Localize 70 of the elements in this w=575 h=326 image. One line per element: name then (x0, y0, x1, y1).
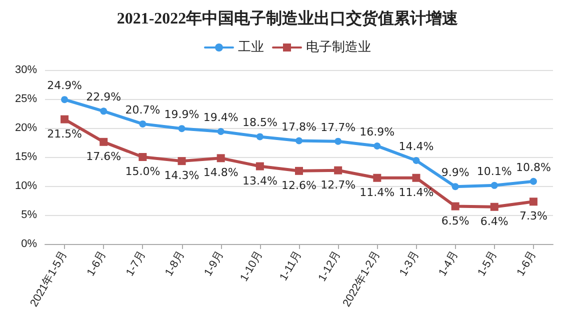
y-tick-label: 20% (14, 122, 38, 134)
x-tick-label: 1-4月 (436, 249, 461, 278)
point (529, 198, 538, 206)
y-tick-label: 25% (14, 93, 38, 105)
y-tick-label: 30% (14, 64, 38, 76)
point (61, 96, 68, 104)
point (139, 120, 146, 128)
point (138, 153, 147, 161)
y-tick-label: 15% (14, 151, 38, 163)
x-tick-label: 1-5月 (476, 249, 500, 278)
point (217, 128, 224, 135)
data-label: 11.4% (360, 186, 395, 199)
data-label: 9.9% (441, 166, 470, 180)
data-label: 14.8% (203, 166, 238, 180)
point (60, 115, 69, 124)
data-label: 11.4% (398, 186, 434, 199)
data-label: 19.9% (164, 108, 200, 122)
point (374, 142, 381, 150)
data-label: 17.8% (282, 120, 316, 134)
data-label: 10.1% (476, 164, 512, 178)
point (334, 166, 342, 174)
point (334, 138, 342, 145)
y-tick-label: 10% (14, 180, 38, 192)
data-label: 20.7% (125, 103, 160, 116)
chart-title: 2021-2022年中国电子制造业出口交货值累计增速 (116, 8, 460, 28)
legend-label: 工业 (238, 40, 264, 55)
point (412, 156, 420, 164)
x-tick-label: 1-6月 (84, 249, 109, 278)
data-label: 21.5% (47, 127, 82, 140)
x-tick-label: 1-7月 (124, 249, 148, 278)
x-tick-label: 1-8月 (163, 249, 187, 278)
point (178, 125, 186, 132)
point (451, 202, 460, 210)
point (216, 154, 225, 162)
data-label: 17.7% (320, 120, 356, 134)
point (256, 133, 264, 140)
data-label: 12.6% (282, 178, 316, 192)
data-label: 16.9% (360, 125, 395, 138)
data-label: 19.4% (203, 110, 238, 124)
data-label: 17.6% (86, 150, 122, 163)
data-label: 7.3% (519, 210, 548, 223)
point (373, 174, 382, 182)
point (256, 162, 264, 170)
data-label: 18.5% (242, 116, 278, 130)
point (412, 174, 420, 182)
data-label: 12.7% (320, 178, 356, 192)
y-tick-label: 0% (21, 238, 38, 250)
point (295, 166, 303, 175)
point (490, 202, 498, 211)
data-label: 14.3% (164, 169, 200, 182)
point (490, 182, 498, 189)
legend-label: 电子制造业 (306, 40, 371, 55)
data-label: 15.0% (125, 165, 160, 178)
data-label: 10.8% (516, 160, 551, 174)
point (100, 138, 108, 146)
point (452, 183, 459, 190)
point (178, 157, 186, 166)
data-label: 22.9% (86, 90, 122, 104)
x-tick-label: 1-6月 (514, 249, 539, 278)
data-label: 6.5% (441, 214, 470, 228)
data-label: 13.4% (242, 174, 278, 188)
point (100, 108, 108, 115)
x-tick-label: 1-3月 (398, 249, 422, 278)
data-label: 14.4% (398, 140, 434, 153)
data-label: 24.9% (47, 79, 82, 92)
point (530, 178, 537, 185)
y-tick-label: 5% (21, 209, 38, 221)
x-tick-label: 1-9月 (202, 249, 226, 278)
data-label: 6.4% (480, 214, 508, 228)
point (296, 137, 302, 144)
